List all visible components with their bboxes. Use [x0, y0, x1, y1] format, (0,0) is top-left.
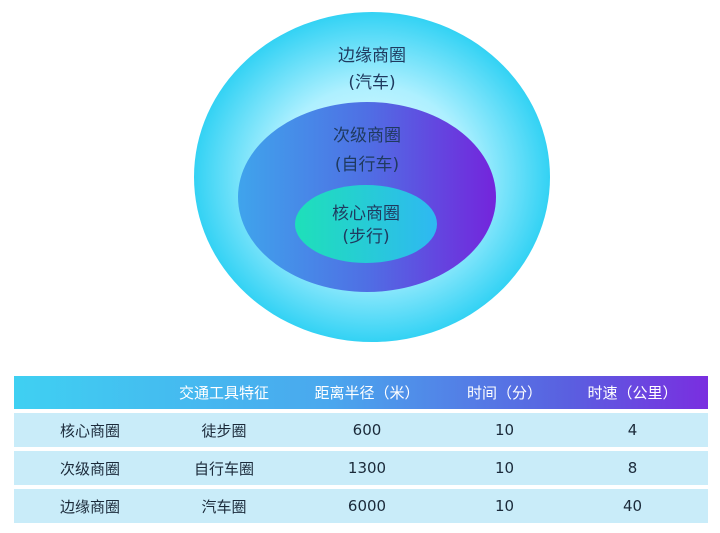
- table-cell: 10: [494, 421, 515, 439]
- middle-ring-sub: (自行车): [335, 155, 399, 175]
- table-row: 核心商圈 徒步圈 600 10 4: [14, 413, 708, 447]
- table-row: 次级商圈 自行车圈 1300 10 8: [14, 451, 708, 485]
- table-cell: 1300: [347, 459, 387, 477]
- table-row: 边缘商圈 汽车圈 6000 10 40: [14, 489, 708, 523]
- outer-ring-label: 边缘商圈: [338, 46, 406, 66]
- header-cell: 时速（公里）: [587, 384, 678, 402]
- table-cell: 4: [627, 421, 638, 439]
- table-cell: 自行车圈: [193, 459, 254, 478]
- table-cell: 40: [622, 497, 643, 515]
- inner-ring-sub: (步行): [342, 227, 389, 247]
- table-cell: 核心商圈: [59, 421, 120, 440]
- table-cell: 10: [494, 459, 515, 477]
- table-cell: 徒步圈: [201, 421, 247, 440]
- middle-ring-label: 次级商圈: [333, 126, 401, 146]
- table-cell: 8: [627, 459, 638, 477]
- header-cell: 距离半径（米）: [314, 384, 420, 402]
- table-header: 交通工具特征 距离半径（米） 时间（分） 时速（公里）: [14, 376, 708, 409]
- inner-ring: [295, 185, 437, 263]
- trade-area-table: 交通工具特征 距离半径（米） 时间（分） 时速（公里） 核心商圈 徒步圈 600…: [14, 376, 708, 523]
- table-cell: 600: [352, 421, 382, 439]
- table-cell: 6000: [347, 497, 387, 515]
- inner-ring-label: 核心商圈: [332, 204, 400, 224]
- header-cell: 时间（分）: [466, 384, 542, 402]
- table-cell: 10: [494, 497, 515, 515]
- table-cell: 汽车圈: [201, 497, 247, 516]
- outer-ring-sub: (汽车): [348, 73, 395, 93]
- table-cell: 边缘商圈: [59, 497, 120, 516]
- trade-area-diagram: 边缘商圈 (汽车) 次级商圈 (自行车) 核心商圈 (步行): [194, 12, 550, 342]
- table-cell: 次级商圈: [59, 459, 120, 478]
- header-cell: 交通工具特征: [178, 384, 269, 402]
